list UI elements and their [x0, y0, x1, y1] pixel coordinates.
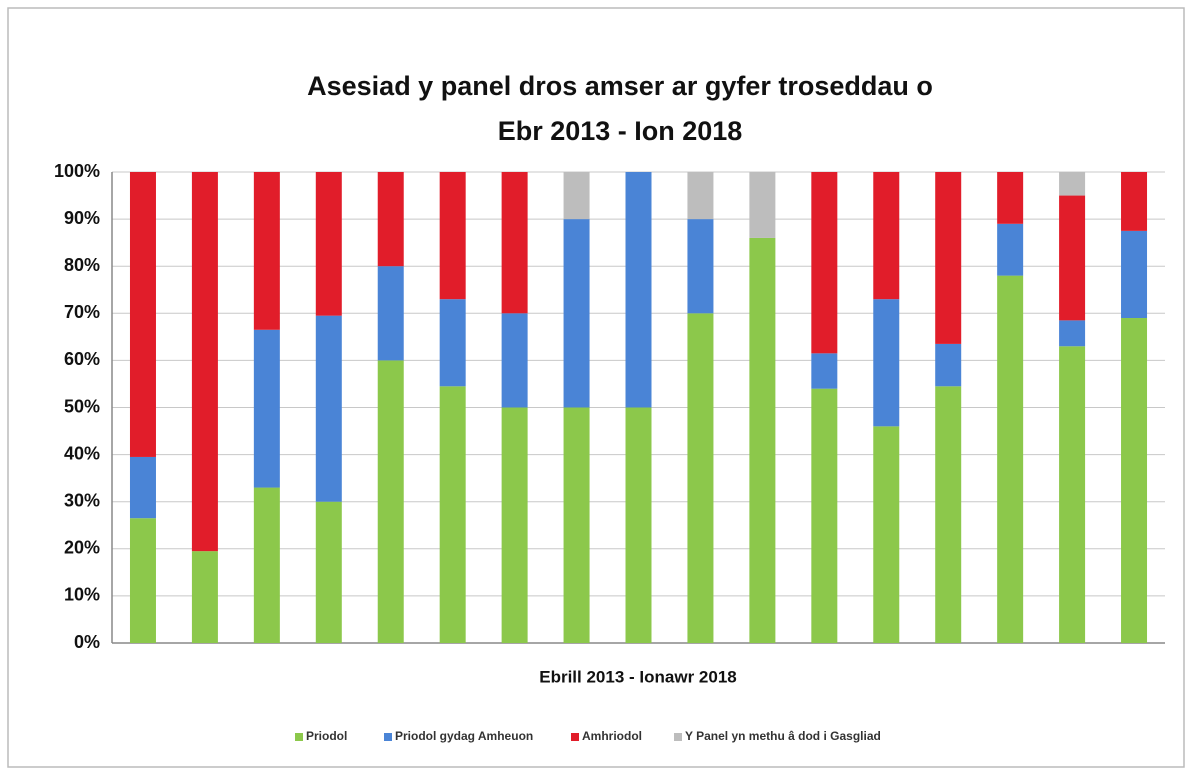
legend-swatch: [571, 733, 579, 741]
bar-segment: [315, 315, 342, 502]
bar-segment: [377, 172, 404, 267]
y-tick-label: 10%: [64, 585, 100, 605]
bar-segment: [749, 172, 776, 238]
legend-label: Priodol gydag Amheuon: [395, 729, 533, 743]
bar-segment: [439, 172, 466, 300]
bar-segment: [935, 172, 962, 344]
x-axis-label: Ebrill 2013 - Ionawr 2018: [539, 667, 736, 686]
legend-swatch: [295, 733, 303, 741]
bar-segment: [501, 313, 528, 408]
legend-swatch: [674, 733, 682, 741]
bar-segment: [563, 172, 590, 220]
bar-segment: [563, 219, 590, 408]
bar-segment: [253, 487, 280, 643]
bar-segment: [1059, 172, 1086, 196]
bar-segment: [253, 329, 280, 488]
bar-segment: [129, 518, 156, 643]
bar-segment: [687, 313, 714, 643]
legend-label: Priodol: [306, 729, 347, 743]
y-tick-label: 90%: [64, 208, 100, 228]
bar-segment: [129, 456, 156, 519]
bar-segment: [439, 386, 466, 643]
bar-segment: [1059, 346, 1086, 643]
y-tick-label: 50%: [64, 396, 100, 416]
y-tick-label: 0%: [74, 632, 100, 652]
bar-segment: [749, 237, 776, 643]
legend-swatch: [384, 733, 392, 741]
y-tick-label: 30%: [64, 490, 100, 510]
bar-segment: [811, 172, 838, 354]
bar-segment: [1121, 318, 1148, 643]
chart-title: Ebr 2013 - Ion 2018: [498, 116, 743, 146]
bar-segment: [935, 343, 962, 387]
bar-segment: [377, 266, 404, 361]
bar-segment: [1121, 230, 1148, 319]
bar-segment: [873, 426, 900, 643]
bar-segment: [873, 299, 900, 427]
bar-segment: [563, 407, 590, 643]
bar-segment: [935, 386, 962, 643]
bar-segment: [315, 501, 342, 643]
bar-segment: [687, 219, 714, 314]
bar-segment: [997, 172, 1024, 224]
legend-label: Y Panel yn methu â dod i Gasgliad: [685, 729, 881, 743]
y-tick-label: 20%: [64, 538, 100, 558]
bar-segment: [811, 388, 838, 643]
y-tick-label: 60%: [64, 349, 100, 369]
bar-segment: [1059, 320, 1086, 347]
bar-segment: [501, 172, 528, 314]
y-tick-label: 100%: [54, 161, 100, 181]
chart-title: Asesiad y panel dros amser ar gyfer tros…: [307, 71, 933, 101]
bar-segment: [191, 551, 218, 643]
bar-segment: [377, 360, 404, 643]
legend-label: Amhriodol: [582, 729, 642, 743]
y-tick-label: 80%: [64, 255, 100, 275]
bar-segment: [1059, 195, 1086, 321]
bar-segment: [625, 172, 652, 408]
y-tick-label: 40%: [64, 443, 100, 463]
bar-segment: [315, 172, 342, 316]
bar-segment: [191, 172, 218, 552]
bar-segment: [439, 299, 466, 387]
bar-segment: [811, 353, 838, 389]
bar-segment: [625, 407, 652, 643]
bar-segment: [1121, 172, 1148, 231]
bar-segment: [873, 172, 900, 300]
y-tick-label: 70%: [64, 302, 100, 322]
bar-segment: [253, 172, 280, 330]
bar-segment: [997, 223, 1024, 276]
bar-segment: [501, 407, 528, 643]
bar-segment: [997, 275, 1024, 643]
bar-segment: [687, 172, 714, 220]
bar-segment: [129, 172, 156, 457]
